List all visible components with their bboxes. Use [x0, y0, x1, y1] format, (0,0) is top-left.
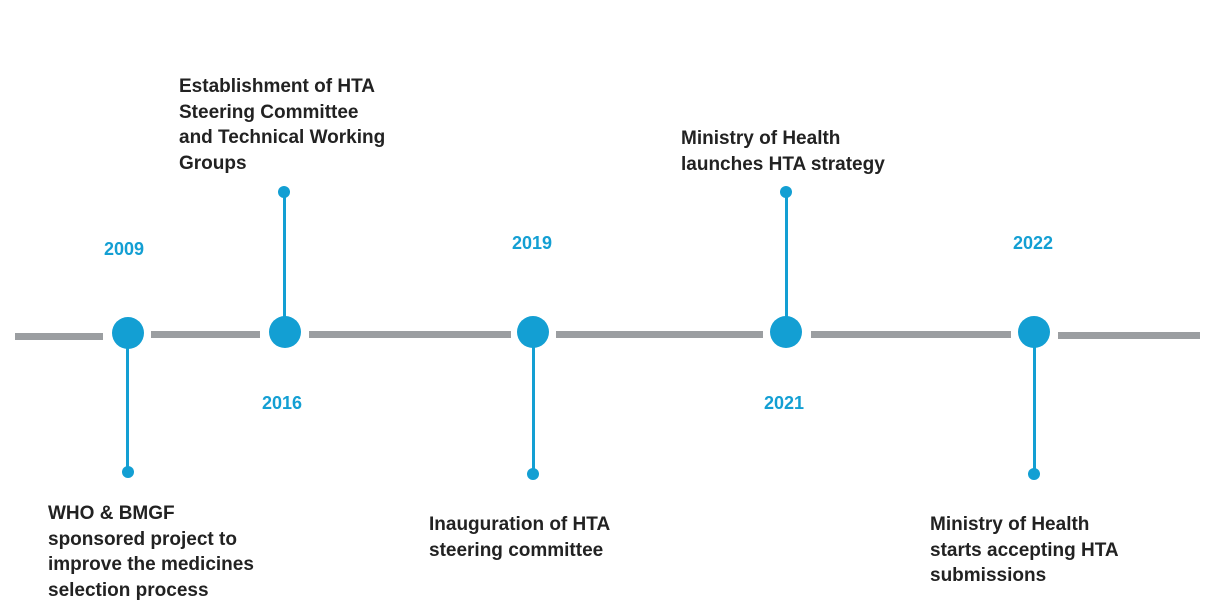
timeline-node	[1018, 316, 1050, 348]
timeline-line-segment	[309, 331, 511, 338]
event-year: 2019	[512, 233, 553, 253]
event-stem	[283, 192, 286, 332]
timeline-node	[517, 316, 549, 348]
event-stem	[785, 192, 788, 332]
event-endpoint-dot	[278, 186, 290, 198]
event-year: 2022	[1013, 233, 1054, 253]
event-description: WHO & BMGF sponsored project to improve …	[48, 503, 254, 601]
event-endpoint-dot	[527, 468, 539, 480]
event-description: Inauguration of HTA steering committee	[429, 514, 611, 561]
timeline-line-segment	[1058, 332, 1200, 339]
timeline-line-segment	[556, 331, 763, 338]
event-stem	[532, 332, 535, 474]
timeline-line-segment	[151, 331, 260, 338]
event-year: 2016	[262, 393, 303, 413]
timeline-node	[770, 316, 802, 348]
event-year: 2009	[104, 239, 145, 259]
event-stem	[126, 332, 129, 472]
event-description: Establishment of HTA Steering Committee …	[179, 76, 386, 174]
timeline-node	[112, 317, 144, 349]
event-year: 2021	[764, 393, 805, 413]
event-description: Ministry of Health starts accepting HTA …	[930, 514, 1119, 586]
timeline-line-segment	[15, 333, 103, 340]
event-description: Ministry of Health launches HTA strategy	[681, 128, 885, 175]
event-stem	[1033, 332, 1036, 474]
timeline-node	[269, 316, 301, 348]
event-endpoint-dot	[122, 466, 134, 478]
event-endpoint-dot	[1028, 468, 1040, 480]
timeline-line-segment	[811, 331, 1011, 338]
event-endpoint-dot	[780, 186, 792, 198]
